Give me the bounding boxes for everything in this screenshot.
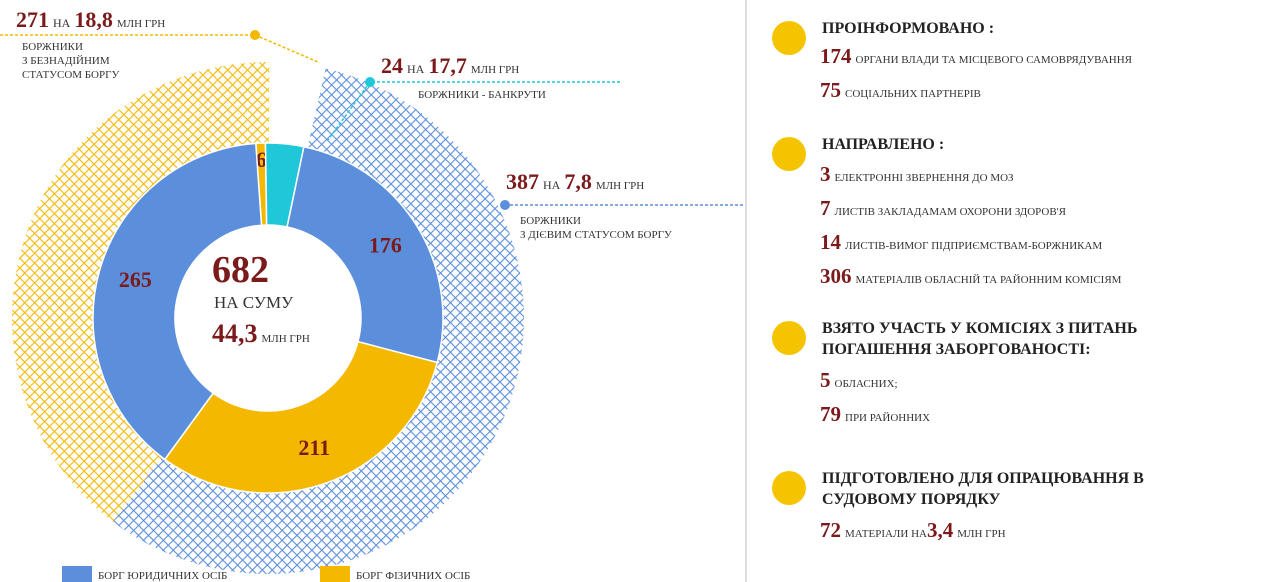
annotation-part: 7,8 bbox=[564, 169, 592, 194]
annotation-part: НА bbox=[407, 62, 425, 76]
stat-item: 75 СОЦІАЛЬНИХ ПАРТНЕРІВ bbox=[820, 78, 981, 103]
annotation-part: 271 bbox=[16, 7, 49, 32]
stat-text: ЛИСТІВ-ВИМОГ ПІДПРИЄМСТВАМ-БОРЖНИКАМ bbox=[845, 240, 1103, 252]
center-total: 682 bbox=[212, 249, 269, 291]
stat-text: МЛН ГРН bbox=[957, 528, 1006, 540]
stat-number: 174 bbox=[820, 44, 852, 68]
stats-panel: ПРОІНФОРМОВАНО : 174 ОРГАНИ ВЛАДИ ТА МІСЦЕ… bbox=[760, 0, 1265, 582]
data-label: 176 bbox=[369, 232, 402, 257]
legend-label: БОРГ ЮРИДИЧНИХ ОСІБ bbox=[98, 570, 227, 582]
leader-line bbox=[254, 34, 319, 63]
legend-swatch bbox=[62, 566, 92, 582]
annotation: 387 НА 7,8 МЛН ГРН bbox=[506, 169, 644, 194]
data-label: 265 bbox=[119, 267, 152, 292]
annotation-part: МЛН ГРН bbox=[117, 18, 165, 30]
annotation-caption: СТАТУСОМ БОРГУ bbox=[22, 69, 119, 81]
inner-slice bbox=[163, 340, 439, 494]
section-title: ПІДГОТОВЛЕНО ДЛЯ ОПРАЦЮВАННЯ В СУДОВОМУ П… bbox=[822, 468, 1144, 510]
stat-number: 79 bbox=[820, 402, 841, 426]
title-line: СУДОВОМУ ПОРЯДКУ bbox=[822, 491, 1001, 508]
annotation-part: 17,7 bbox=[428, 53, 467, 78]
title-line: ПОГАШЕННЯ ЗАБОРГОВАНОСТІ: bbox=[822, 341, 1091, 358]
center-prep: НА СУМУ bbox=[214, 293, 294, 312]
stat-item: 72 МАТЕРІАЛИ НА3,4 МЛН ГРН bbox=[820, 518, 1006, 543]
section-title: ВЗЯТО УЧАСТЬ У КОМІСІЯХ З ПИТАНЬ ПОГАШЕНН… bbox=[822, 318, 1137, 360]
stat-text: ОРГАНИ ВЛАДИ ТА МІСЦЕВОГО САМОВРЯДУВАННЯ bbox=[855, 54, 1133, 66]
bullet bbox=[772, 321, 806, 355]
stat-number: 3 bbox=[820, 162, 831, 186]
stat-text: СОЦІАЛЬНИХ ПАРТНЕРІВ bbox=[845, 88, 981, 100]
stat-text: ЕЛЕКТРОННІ ЗВЕРНЕННЯ ДО МОЗ bbox=[834, 172, 1014, 184]
divider bbox=[745, 0, 747, 582]
annotation: 271 НА 18,8 МЛН ГРН bbox=[16, 7, 165, 32]
stat-text: ПРИ РАЙОННИХ bbox=[845, 412, 931, 424]
center-amount-part: 44,3 bbox=[212, 319, 258, 348]
stat-number: 306 bbox=[820, 264, 852, 288]
bullet bbox=[772, 137, 806, 171]
section-title: ПРОІНФОРМОВАНО : bbox=[822, 18, 994, 39]
stat-number: 75 bbox=[820, 78, 841, 102]
annotation-part: НА bbox=[543, 178, 561, 192]
annotation-part: МЛН ГРН bbox=[596, 180, 644, 192]
leader-dot bbox=[500, 200, 510, 210]
stat-item: 174 ОРГАНИ ВЛАДИ ТА МІСЦЕВОГО САМОВРЯДУВА… bbox=[820, 44, 1132, 69]
annotation-caption: БОРЖНИКИ bbox=[520, 215, 581, 227]
annotation: 24 НА 17,7 МЛН ГРН bbox=[381, 53, 519, 78]
center-amount-part: МЛН ГРН bbox=[262, 333, 310, 345]
title-line: ВЗЯТО УЧАСТЬ У КОМІСІЯХ З ПИТАНЬ bbox=[822, 320, 1138, 337]
annotation-caption: З ДІЄВИМ СТАТУСОМ БОРГУ bbox=[520, 229, 672, 241]
stat-item: 7 ЛИСТІВ ЗАКЛАДАМАМ ОХОРОНИ ЗДОРОВ'Я bbox=[820, 196, 1066, 221]
outer-slice bbox=[112, 68, 525, 575]
bullet bbox=[772, 471, 806, 505]
title-line: ПІДГОТОВЛЕНО ДЛЯ ОПРАЦЮВАННЯ В bbox=[822, 470, 1144, 487]
stat-number: 5 bbox=[820, 368, 831, 392]
annotation-part: 18,8 bbox=[74, 7, 113, 32]
stat-number: 3,4 bbox=[926, 518, 954, 542]
stat-item: 79 ПРИ РАЙОННИХ bbox=[820, 402, 930, 427]
stat-item: 5 ОБЛАСНИХ; bbox=[820, 368, 898, 393]
leader-dot bbox=[365, 77, 375, 87]
bullet bbox=[772, 21, 806, 55]
annotation-caption: БОРЖНИКИ bbox=[22, 41, 83, 53]
stat-number: 7 bbox=[820, 196, 831, 220]
outer-slice bbox=[269, 62, 326, 148]
data-label: 211 bbox=[298, 435, 330, 460]
annotation-part: НА bbox=[53, 16, 71, 30]
stat-number: 72 bbox=[820, 518, 841, 542]
stat-item: 306 МАТЕРІАЛІВ ОБЛАСНІЙ ТА РАЙОННИМ КОМІС… bbox=[820, 264, 1121, 289]
section-title: НАПРАВЛЕНО : bbox=[822, 134, 944, 155]
stat-item: 3 ЕЛЕКТРОННІ ЗВЕРНЕННЯ ДО МОЗ bbox=[820, 162, 1014, 187]
annotation-caption: БОРЖНИКИ - БАНКРУТИ bbox=[418, 89, 546, 101]
inner-slice bbox=[286, 145, 444, 364]
stat-text: МАТЕРІАЛІВ ОБЛАСНІЙ ТА РАЙОННИМ КОМІСІЯМ bbox=[855, 274, 1122, 286]
annotation-part: 24 bbox=[381, 53, 403, 78]
title-line: ПРОІНФОРМОВАНО : bbox=[822, 20, 995, 37]
outer-slice bbox=[11, 61, 270, 522]
annotation-caption: З БЕЗНАДІЙНИМ bbox=[22, 55, 110, 67]
stat-item: 14 ЛИСТІВ-ВИМОГ ПІДПРИЄМСТВАМ-БОРЖНИКАМ bbox=[820, 230, 1102, 255]
center-amount: 44,3 МЛН ГРН bbox=[212, 319, 310, 348]
annotation-part: 387 bbox=[506, 169, 539, 194]
legend-label: БОРГ ФІЗИЧНИХ ОСІБ bbox=[356, 570, 470, 582]
title-line: НАПРАВЛЕНО : bbox=[822, 136, 945, 153]
legend-swatch bbox=[320, 566, 350, 582]
stat-text: ЛИСТІВ ЗАКЛАДАМАМ ОХОРОНИ ЗДОРОВ'Я bbox=[834, 206, 1067, 218]
stat-text: ОБЛАСНИХ; bbox=[834, 378, 898, 390]
data-label: 6 bbox=[256, 147, 267, 172]
donut-hole bbox=[176, 226, 360, 410]
stat-number: 14 bbox=[820, 230, 841, 254]
leader-line bbox=[327, 81, 371, 141]
stat-text: МАТЕРІАЛИ НА bbox=[845, 528, 927, 540]
leader-dot bbox=[250, 30, 260, 40]
annotation-part: МЛН ГРН bbox=[471, 64, 519, 76]
inner-slice bbox=[92, 142, 263, 461]
